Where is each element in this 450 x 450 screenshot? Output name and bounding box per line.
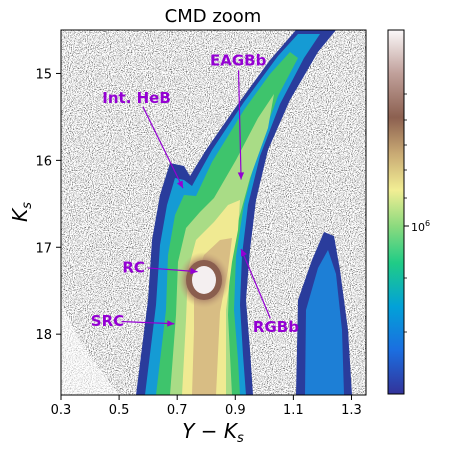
field-gap-left (61, 300, 120, 395)
x-tick-label: 1.1 (283, 403, 304, 418)
colorbar-gradient (388, 30, 404, 394)
y-axis-label-main: K (8, 207, 32, 222)
annotation-label: EAGBb (210, 51, 267, 69)
annotation-arrow (240, 248, 271, 319)
x-axis-label-subscript: s (237, 431, 244, 446)
annotation-label: Int. HeB (102, 89, 171, 107)
x-axis-label: Y − Ks (182, 419, 244, 446)
colorbar-tick-base: 10 (411, 221, 425, 234)
y-tick-label: 15 (35, 67, 52, 82)
y-axis-label: Ks (8, 202, 35, 222)
annotation-arrowhead (167, 320, 175, 327)
x-tick-label: 0.3 (51, 403, 72, 418)
red-clump-peak (192, 266, 216, 294)
annotation-arrowhead (176, 180, 183, 189)
annotation-arrow (147, 267, 198, 273)
density-level-2-branch (305, 250, 344, 395)
y-axis-label-subscript: s (20, 202, 35, 209)
x-tick-label: 1.3 (341, 403, 362, 418)
colorbar-frame (387, 29, 405, 395)
x-tick-label: 0.5 (109, 403, 130, 418)
annotation-arrow (121, 320, 175, 325)
annotation-arrow (142, 106, 184, 189)
chart-title: CMD zoom (165, 6, 262, 27)
y-tick-label: 16 (35, 154, 52, 169)
plot-frame (60, 29, 367, 396)
x-tick-label: 0.9 (225, 403, 246, 418)
x-tick-label: 0.7 (167, 403, 188, 418)
annotation-arrowhead (237, 172, 245, 180)
colorbar: 106 (387, 29, 430, 395)
annotation-label: RC (122, 258, 145, 276)
annotation-layer: Int. HeB EAGBb RC SRC RGBb (91, 51, 299, 336)
x-axis-label-main: Y − K (182, 419, 239, 443)
annotation-label: RGBb (253, 318, 299, 336)
annotation-arrowhead (190, 267, 198, 275)
annotation-arrowhead (241, 249, 247, 257)
annotation-label: SRC (91, 312, 124, 330)
y-axis-ticks: 15 16 17 18 (35, 67, 61, 343)
y-tick-label: 17 (35, 241, 52, 256)
annotation-arrow (237, 70, 242, 180)
x-axis-ticks: 0.3 0.5 0.7 0.9 1.1 1.3 (51, 395, 362, 418)
colorbar-tick-exponent: 6 (425, 219, 430, 228)
density-contours (136, 30, 352, 395)
y-tick-label: 18 (35, 328, 52, 343)
plot-area: Int. HeB EAGBb RC SRC RGBb (61, 30, 366, 395)
colorbar-tick-label: 106 (411, 219, 430, 234)
